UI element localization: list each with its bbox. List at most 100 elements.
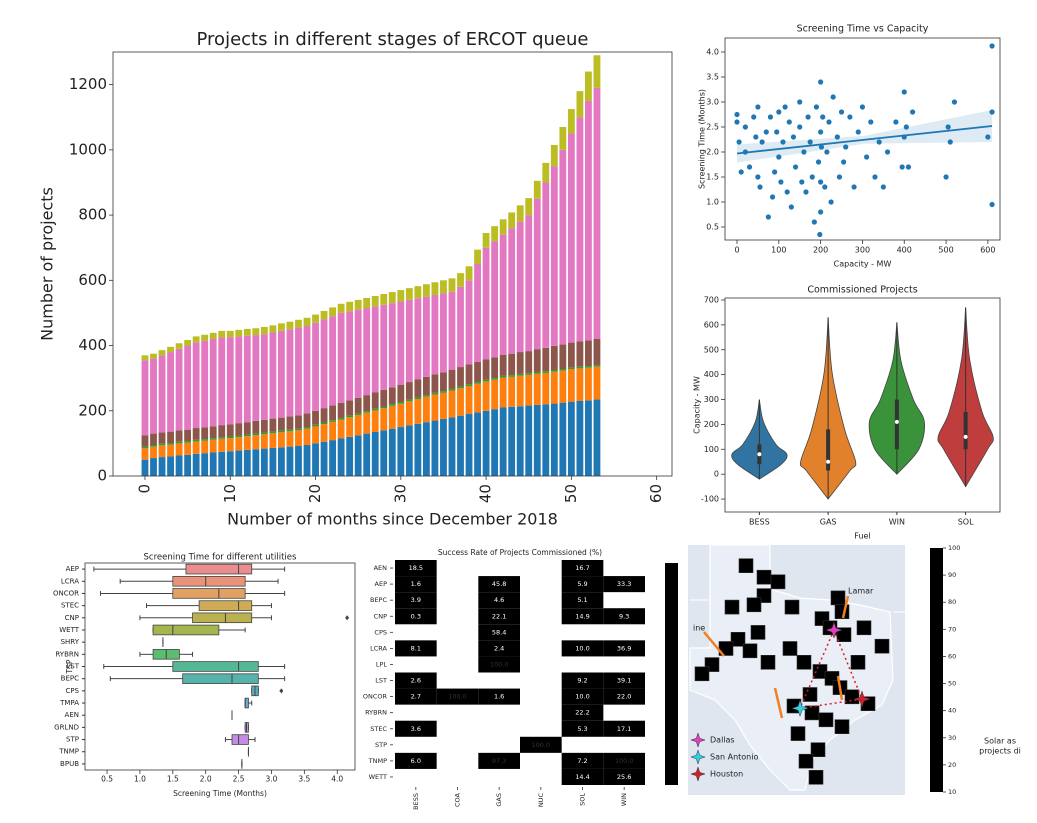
bar-segment	[474, 249, 481, 264]
bar-segment	[226, 436, 234, 439]
bar-segment	[431, 294, 439, 375]
bar-segment	[167, 346, 174, 353]
city-marker	[791, 699, 809, 718]
bar-segment	[508, 406, 516, 476]
bar-segment	[516, 373, 524, 376]
map-cell	[742, 643, 758, 659]
scatter-point	[757, 184, 763, 190]
cell-label: 9.3	[619, 612, 629, 620]
bar-segment	[448, 278, 456, 292]
heatmap-cell	[478, 752, 520, 769]
cell-label: 7.2	[577, 757, 587, 765]
bar-segment	[175, 443, 183, 456]
cell-label: 39.1	[617, 677, 631, 685]
y-axis-label: Capacity - MW	[693, 376, 702, 434]
y-tick-label: 1200	[69, 75, 107, 93]
chart-title: Screening Time vs Capacity	[797, 24, 929, 35]
colorbar-tick-label: 70	[948, 625, 956, 633]
y-tick-label: 0	[714, 470, 719, 479]
x-tick-label: WIN	[889, 518, 905, 527]
y-tick-label: 3.5	[706, 73, 719, 82]
map-cell	[818, 712, 834, 728]
bar-segment	[363, 412, 371, 434]
legend-label: Dallas	[710, 736, 735, 745]
bar-segment	[474, 412, 481, 476]
bar-segment	[542, 162, 550, 183]
y-tick-label: GRLND	[54, 723, 79, 731]
scatter-point	[893, 119, 899, 125]
bar-segment	[465, 364, 473, 385]
bar-segment	[516, 375, 524, 407]
outlier	[345, 615, 350, 621]
bar-segment	[576, 117, 584, 342]
heatmap-cell	[395, 688, 437, 705]
bar-segment	[286, 431, 294, 447]
scatter-point	[828, 199, 834, 205]
heatmap-cell	[478, 608, 520, 625]
arrow	[836, 675, 844, 701]
bar-segment	[158, 445, 166, 458]
bar-segment	[363, 395, 371, 412]
scatter-point	[910, 109, 916, 115]
map-cell	[746, 597, 762, 613]
bar-segment	[329, 405, 337, 421]
scatter-point	[734, 119, 740, 125]
colorbar-tick-label: 20	[948, 761, 956, 769]
heatmap-cell	[561, 560, 604, 577]
scatter-point	[797, 124, 803, 130]
bar-segment	[150, 458, 157, 476]
scatter-point	[826, 119, 832, 125]
scatter-point	[799, 179, 805, 185]
bar-segment	[150, 433, 157, 446]
bar-segment	[457, 286, 464, 368]
bar-segment	[380, 304, 388, 390]
bar-segment	[559, 149, 567, 345]
scatter-point	[801, 149, 807, 155]
row-label: TNMP	[368, 757, 387, 765]
bar-segment	[354, 299, 362, 310]
place-label: ine	[693, 623, 705, 632]
bar-segment	[542, 404, 550, 476]
bar-segment	[295, 319, 302, 328]
bar-segment	[440, 280, 447, 294]
bar-segment	[525, 198, 533, 216]
scatter-point	[985, 134, 991, 140]
bar-segment	[448, 369, 456, 389]
bar-segment	[286, 329, 294, 417]
bar-segment	[431, 282, 439, 295]
heatmap-cell	[561, 672, 604, 689]
map-cell	[760, 654, 776, 670]
bar-segment	[167, 431, 174, 444]
x-tick-label: 3.0	[265, 775, 277, 784]
y-tick-label: -100	[701, 495, 719, 504]
bar-segment	[184, 441, 192, 443]
bar-segment	[576, 341, 584, 367]
bar-segment	[465, 385, 473, 415]
colorbar-tick-label: 10	[948, 788, 956, 796]
cell-label: 45.8	[492, 580, 506, 588]
colorbar-tick-label: 50	[948, 680, 956, 688]
scatter-point	[947, 139, 953, 145]
scatter-point	[759, 139, 765, 145]
scatter-point	[797, 99, 803, 105]
bar-segment	[363, 411, 371, 413]
bar-segment	[482, 379, 490, 382]
scatter-point	[818, 179, 824, 185]
box	[172, 575, 246, 587]
heatmap-cell	[395, 592, 437, 609]
bar-segment	[337, 402, 345, 418]
bar-segment	[354, 435, 362, 476]
axes-frame	[112, 51, 673, 477]
y-tick-label: ONCOR	[53, 589, 79, 597]
violin-median	[826, 459, 831, 464]
scatter-point	[859, 104, 866, 110]
y-tick-label: 400	[704, 370, 719, 379]
y-tick-label: 1.0	[706, 198, 719, 207]
bar-segment	[363, 433, 371, 476]
row-label: LCRA	[370, 644, 387, 652]
bar-segment	[363, 308, 371, 396]
heatmap-cell	[395, 576, 437, 593]
heatmap-cell	[603, 768, 645, 785]
chart-title: Commissioned Projects	[807, 285, 917, 296]
